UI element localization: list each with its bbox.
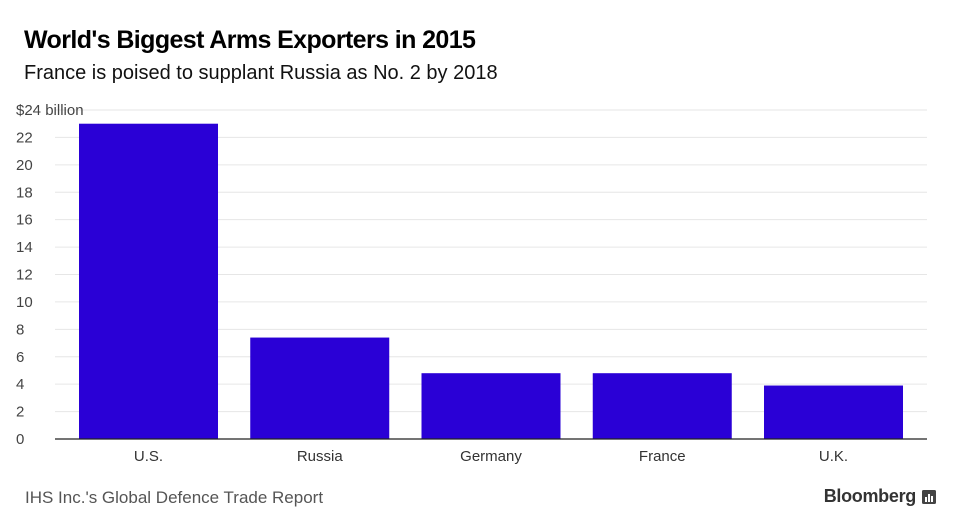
y-tick-label: 10 [16,294,33,311]
y-tick-label: 18 [16,184,33,201]
y-tick-label: $24 billion [16,102,84,119]
chart-subtitle: France is poised to supplant Russia as N… [24,62,498,84]
source-note: IHS Inc.'s Global Defence Trade Report [25,488,324,507]
bloomberg-bars-icon [922,489,936,504]
x-tick-label: Russia [297,448,344,465]
chart-title: World's Biggest Arms Exporters in 2015 [24,26,476,54]
y-tick-label: 14 [16,239,33,256]
bar-russia [250,337,390,439]
y-tick-label: 4 [16,376,24,393]
y-tick-label: 22 [16,129,33,146]
bars [79,123,903,439]
y-tick-label: 6 [16,349,24,366]
y-axis-ticks: 0 2 4 6 8 10 12 14 16 18 20 22 $24 billion [16,102,84,448]
bar-u-k [764,385,903,439]
bar-france [592,373,732,439]
x-tick-label: Germany [460,448,522,465]
y-tick-label: 2 [16,404,24,421]
bar-u-s [79,123,218,439]
brand-name: Bloomberg [823,486,917,506]
brand-logo: Bloomberg [824,486,936,507]
x-axis-labels: U.S. Russia Germany France U.K. [134,448,848,465]
y-tick-label: 8 [16,321,24,338]
y-tick-label: 16 [16,212,33,229]
y-tick-label: 12 [16,267,33,284]
y-tick-label: 20 [16,157,33,174]
x-tick-label: U.K. [819,448,848,465]
bar-germany [421,373,561,439]
y-tick-label: 0 [16,431,24,448]
x-tick-label: France [639,448,686,465]
x-tick-label: U.S. [134,448,163,465]
